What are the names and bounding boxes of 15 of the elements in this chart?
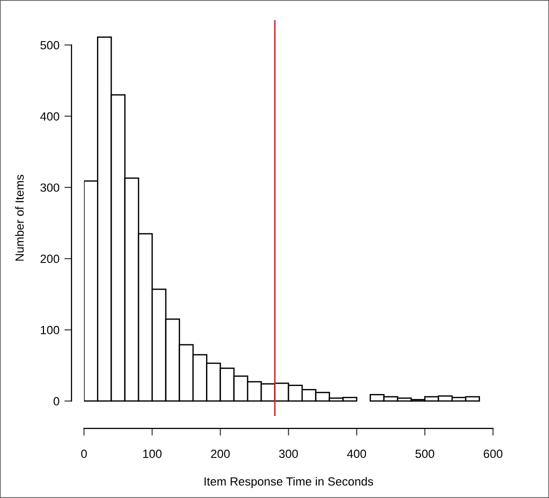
x-tick-label: 0 <box>81 450 87 458</box>
x-tick-label: 200 <box>211 450 230 458</box>
y-tick-label: 500 <box>40 41 60 50</box>
y-tick-label: 0 <box>54 397 60 406</box>
x-tick-label: 100 <box>143 450 162 458</box>
x-tick-label: 500 <box>415 450 434 458</box>
y-tick-label: 100 <box>40 326 60 334</box>
y-tick-label: 200 <box>40 254 60 264</box>
y-axis-title: Number of Items <box>15 174 24 261</box>
x-tick-label: 600 <box>484 450 502 458</box>
y-tick-label: 400 <box>40 112 60 121</box>
x-tick-label: 300 <box>279 450 298 458</box>
x-axis-title: Item Response Time in Seconds <box>204 476 374 488</box>
x-tick-label: 400 <box>347 450 366 458</box>
y-tick-label: 300 <box>40 183 60 192</box>
